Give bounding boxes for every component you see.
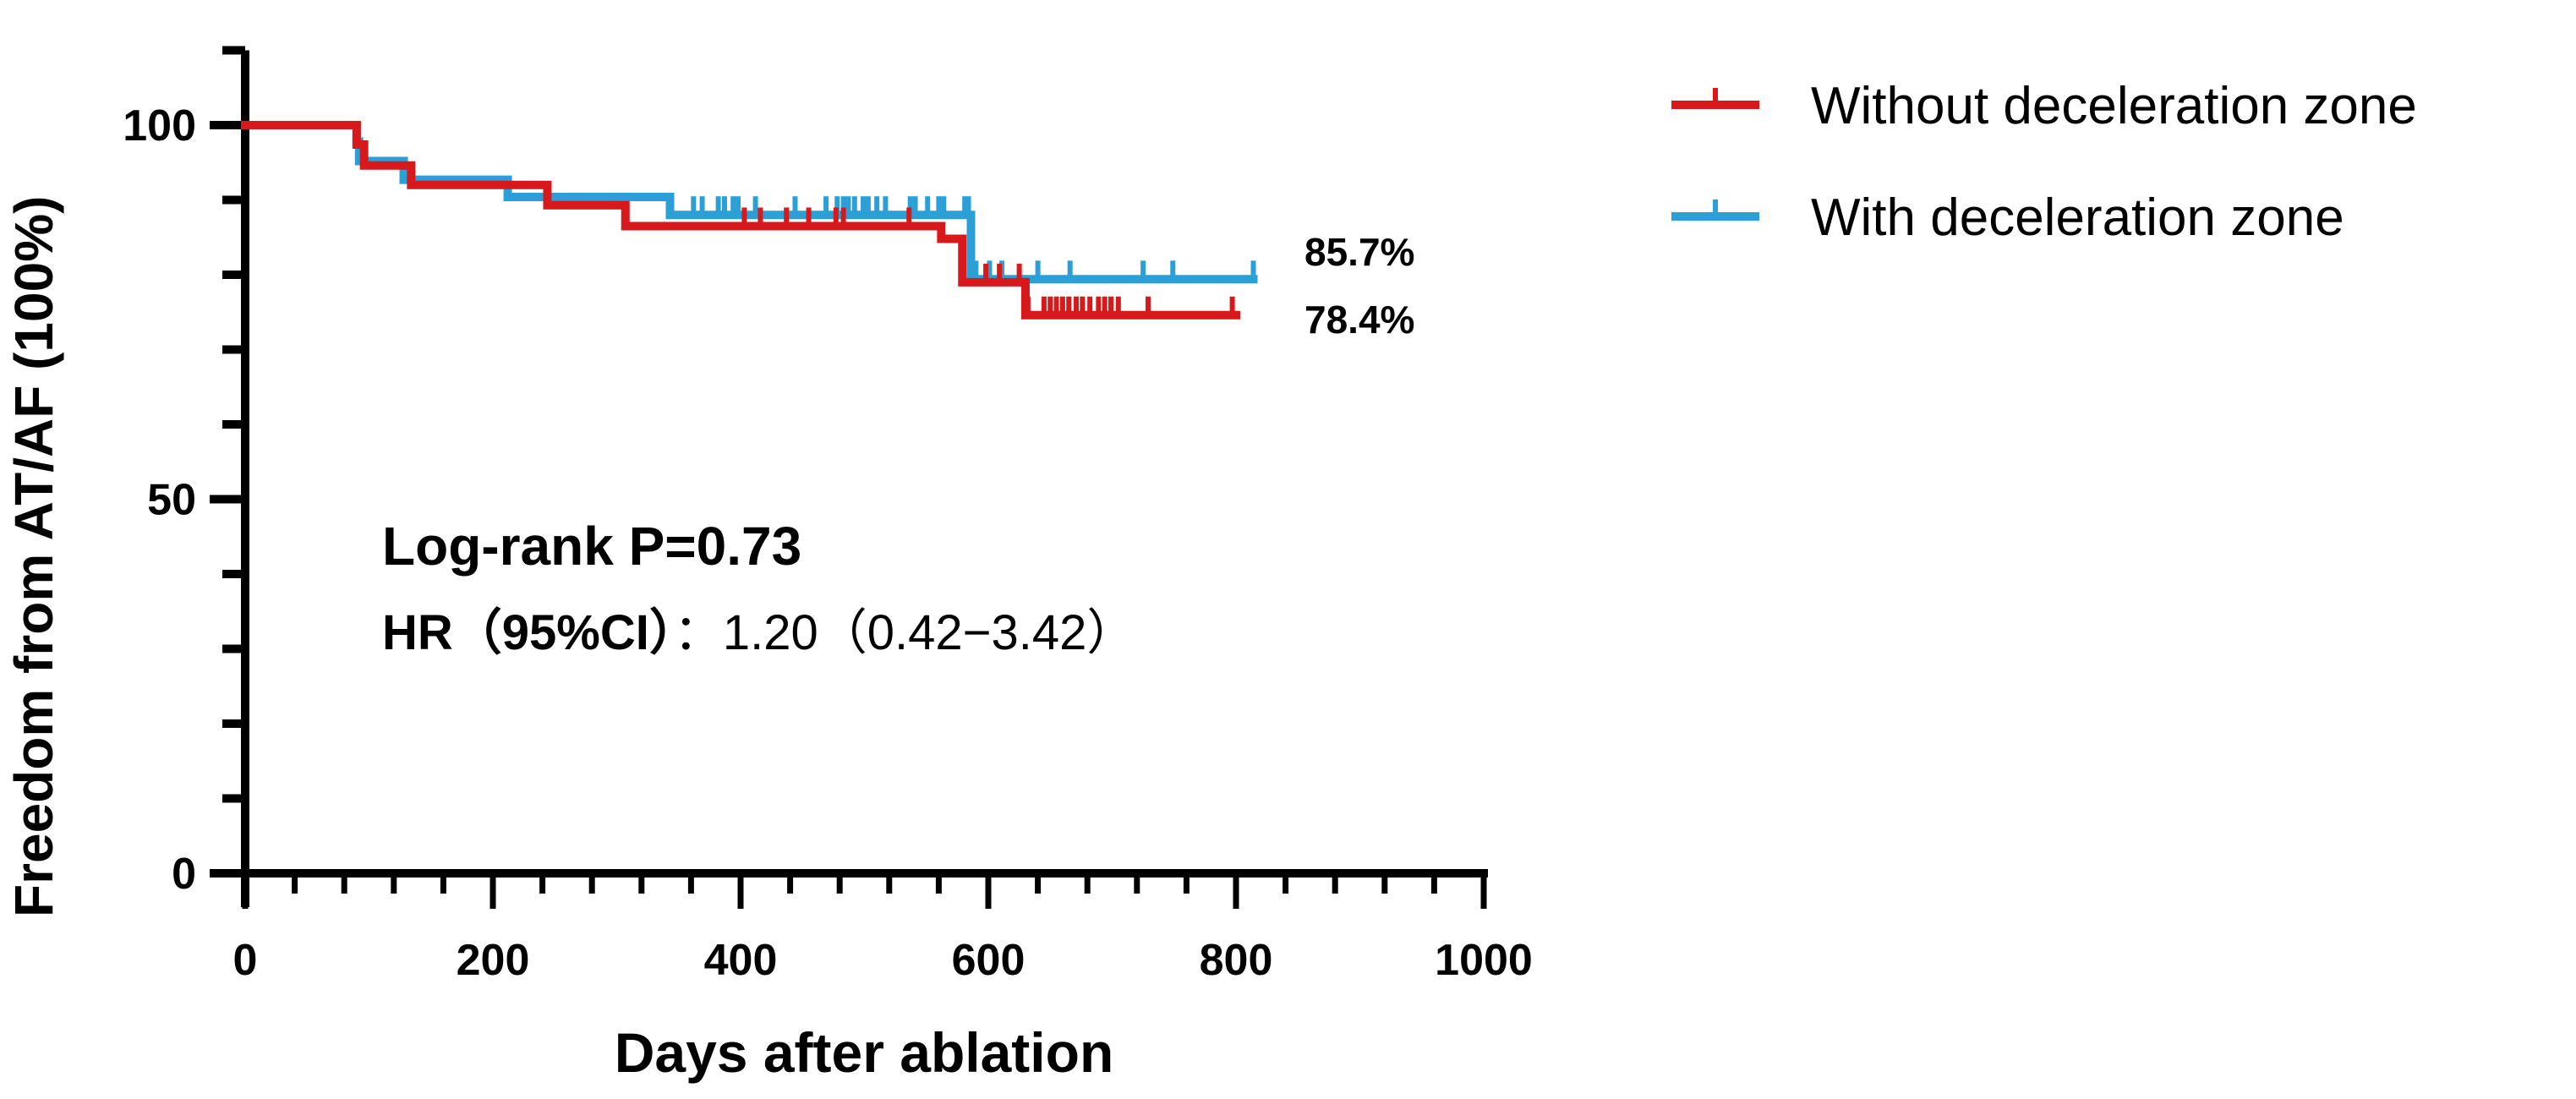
y-tick-label: 0 [172, 850, 196, 899]
logrank-annotation: Log-rank P=0.73 [382, 516, 801, 577]
km-step-line [241, 121, 1258, 284]
x-tick-label: 1000 [1435, 936, 1533, 985]
legend-label-without: Without deceleration zone [1811, 77, 2417, 135]
x-tick-label: 400 [704, 936, 778, 985]
series-without-deceleration-zone [241, 121, 1240, 320]
legend-label-with: With deceleration zone [1811, 189, 2344, 247]
x-tick-label: 200 [457, 936, 530, 985]
x-tick-label: 600 [952, 936, 1025, 985]
hr-value: ：1.20（0.42−3.42） [674, 605, 1136, 660]
km-step-line [241, 121, 1240, 320]
x-tick-label: 800 [1200, 936, 1273, 985]
legend-item-with: With deceleration zone [1671, 189, 2344, 247]
legend-item-without: Without deceleration zone [1671, 77, 2417, 135]
y-axis-label: Freedom from AT/AF (100%) [3, 196, 64, 917]
x-axis-label: Days after ablation [615, 1021, 1114, 1084]
series-lines [241, 121, 1258, 320]
hr-label: HR（95%CI） [382, 605, 674, 660]
y-axis: 0 50 100 [123, 46, 249, 907]
legend: Without deceleration zone With decelerat… [1671, 77, 2417, 247]
x-axis: 0 200 400 600 800 1000 [211, 869, 1533, 985]
series-with-deceleration-zone [241, 121, 1258, 284]
x-tick-label: 0 [233, 936, 258, 985]
end-label-with: 85.7% [1304, 230, 1414, 274]
y-tick-label: 50 [147, 476, 196, 525]
end-label-without: 78.4% [1304, 298, 1414, 342]
y-tick-label: 100 [123, 101, 196, 150]
hr-annotation: HR（95%CI）：1.20（0.42−3.42） [382, 605, 1135, 660]
